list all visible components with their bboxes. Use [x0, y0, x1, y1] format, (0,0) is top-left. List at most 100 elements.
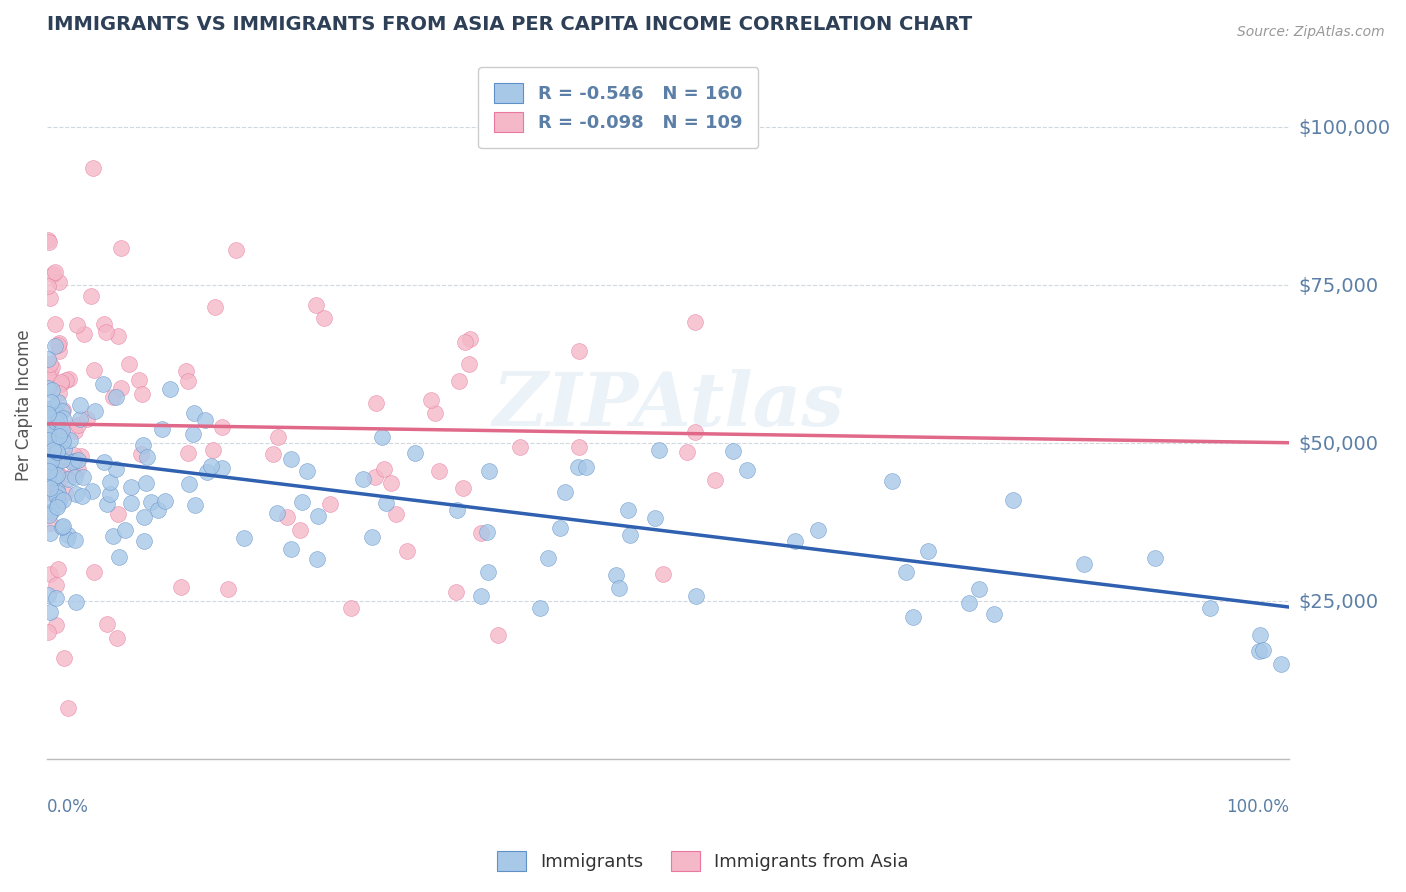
Point [262, 447, 284, 461]
Point [46, 407, 69, 421]
Point [200, 458, 222, 473]
Point [37, 426, 59, 441]
Point [554, 484, 576, 499]
Point [314, 311, 336, 326]
Point [38, 421, 60, 435]
Point [45, 500, 67, 514]
Point [107, 329, 129, 343]
Point [94, 325, 117, 339]
Point [38, 464, 60, 478]
Point [51, 430, 73, 444]
Point [567, 460, 589, 475]
Point [297, 464, 319, 478]
Point [146, 503, 169, 517]
Point [37, 464, 59, 478]
Point [53, 651, 76, 665]
Point [62, 448, 84, 462]
Y-axis label: Per Capita Income: Per Capita Income [15, 329, 32, 481]
Point [80, 483, 103, 498]
Point [176, 364, 198, 378]
Point [373, 461, 395, 475]
Point [82, 161, 104, 175]
Point [380, 476, 402, 491]
Text: Source: ZipAtlas.com: Source: ZipAtlas.com [1237, 25, 1385, 39]
Point [37, 463, 59, 477]
Point [45, 444, 67, 458]
Point [1270, 657, 1292, 671]
Point [48, 494, 70, 508]
Point [451, 481, 474, 495]
Point [129, 447, 152, 461]
Point [477, 565, 499, 579]
Legend: Immigrants, Immigrants from Asia: Immigrants, Immigrants from Asia [491, 844, 915, 879]
Point [108, 549, 131, 564]
Point [42, 400, 65, 414]
Point [509, 440, 531, 454]
Point [70, 489, 93, 503]
Point [617, 503, 640, 517]
Point [46, 338, 69, 352]
Point [217, 582, 239, 596]
Point [41, 360, 63, 375]
Point [131, 437, 153, 451]
Point [103, 390, 125, 404]
Point [291, 494, 314, 508]
Point [340, 601, 363, 615]
Point [957, 596, 980, 610]
Point [266, 507, 288, 521]
Point [60, 455, 83, 469]
Point [685, 589, 707, 603]
Point [37, 424, 59, 438]
Point [52, 518, 75, 533]
Point [39, 455, 62, 469]
Point [45, 444, 67, 458]
Point [84, 404, 107, 418]
Point [104, 390, 127, 404]
Point [134, 534, 156, 549]
Point [568, 440, 591, 454]
Point [51, 377, 73, 392]
Point [280, 451, 302, 466]
Point [96, 617, 118, 632]
Point [44, 458, 66, 473]
Point [211, 420, 233, 434]
Point [70, 449, 93, 463]
Point [1002, 492, 1025, 507]
Point [44, 317, 66, 331]
Point [135, 475, 157, 490]
Text: 0.0%: 0.0% [46, 797, 89, 815]
Point [51, 423, 73, 437]
Point [37, 588, 59, 602]
Point [128, 373, 150, 387]
Point [52, 492, 75, 507]
Point [48, 386, 70, 401]
Point [37, 470, 59, 484]
Point [118, 357, 141, 371]
Point [37, 407, 59, 421]
Point [98, 487, 121, 501]
Point [37, 278, 59, 293]
Point [170, 580, 193, 594]
Point [605, 567, 627, 582]
Point [1073, 557, 1095, 571]
Point [159, 382, 181, 396]
Point [37, 352, 59, 367]
Point [46, 486, 69, 500]
Point [1249, 628, 1271, 642]
Point [307, 508, 329, 523]
Point [98, 475, 121, 489]
Point [120, 480, 142, 494]
Point [607, 581, 630, 595]
Point [44, 469, 66, 483]
Point [132, 509, 155, 524]
Point [38, 235, 60, 250]
Point [153, 493, 176, 508]
Point [477, 524, 499, 539]
Point [374, 496, 396, 510]
Point [183, 406, 205, 420]
Point [703, 473, 725, 487]
Point [55, 532, 77, 546]
Point [37, 419, 59, 434]
Point [62, 467, 84, 482]
Point [177, 477, 200, 491]
